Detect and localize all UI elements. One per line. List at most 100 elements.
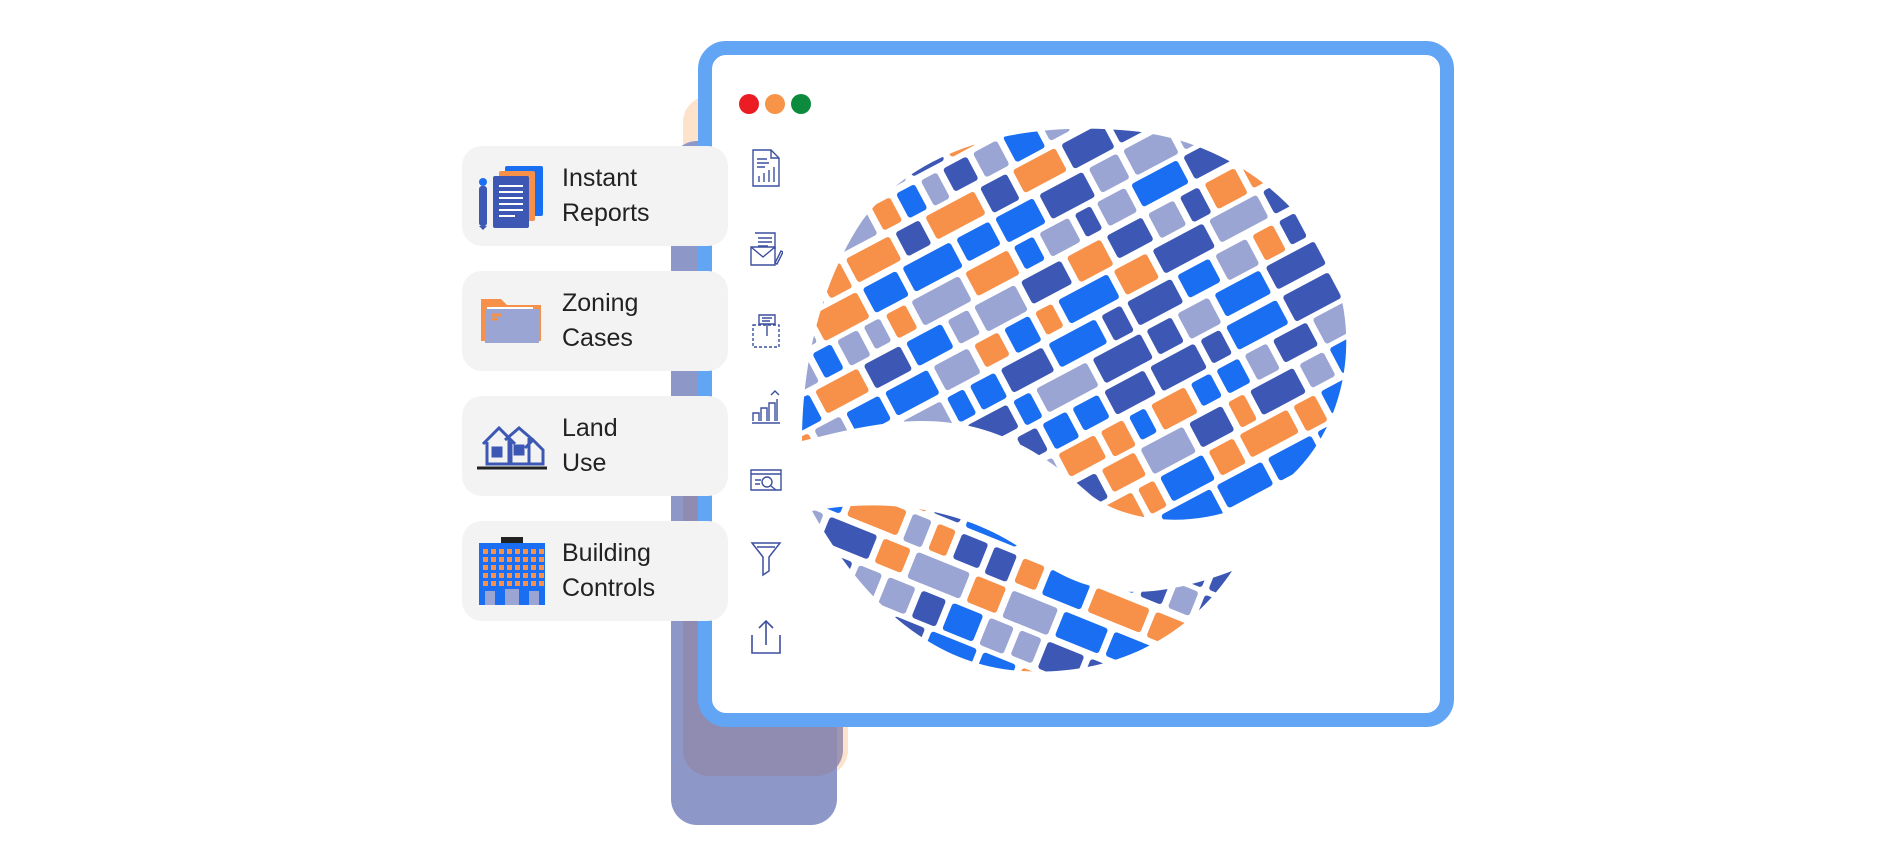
map-block xyxy=(802,201,823,240)
map-block xyxy=(1240,410,1299,457)
map-block xyxy=(1209,439,1246,475)
map-block xyxy=(1245,344,1280,380)
map-block xyxy=(1254,101,1286,105)
map-block xyxy=(1263,128,1311,139)
map-block xyxy=(939,128,976,157)
map-block xyxy=(1301,193,1346,235)
map-block xyxy=(1035,488,1079,520)
map-block xyxy=(969,485,1012,520)
map-block xyxy=(943,157,978,191)
map-block xyxy=(896,185,927,218)
building-chart-icon[interactable] xyxy=(749,387,783,427)
map-block xyxy=(875,539,910,573)
building-window xyxy=(491,549,496,554)
card-instant-reports[interactable]: Instant Reports xyxy=(462,146,728,246)
map-block xyxy=(948,310,980,344)
signpost-selection-icon[interactable] xyxy=(749,311,783,351)
building-window xyxy=(491,581,496,586)
map-block xyxy=(926,192,985,239)
building-window xyxy=(499,549,504,554)
map-block xyxy=(1002,591,1058,635)
map-block xyxy=(1183,640,1229,681)
map-block xyxy=(1312,128,1347,152)
map-block xyxy=(864,319,891,349)
map-block xyxy=(1207,128,1261,131)
map-block xyxy=(1279,213,1307,245)
building-window xyxy=(539,557,544,562)
map-block xyxy=(1017,428,1048,460)
map-block xyxy=(1346,397,1362,439)
map-block xyxy=(1113,519,1167,520)
map-block xyxy=(1063,541,1096,576)
map-block xyxy=(1129,409,1157,440)
map-block xyxy=(1007,458,1065,506)
map-block xyxy=(1038,642,1084,672)
map-block xyxy=(877,128,923,150)
map-block xyxy=(1106,632,1153,671)
map-block xyxy=(1147,612,1199,653)
building-window xyxy=(523,557,528,562)
card-title-line1: Building xyxy=(562,539,651,567)
map-block xyxy=(947,390,976,422)
map-block xyxy=(979,442,1022,480)
map-block xyxy=(1283,273,1341,321)
map-block xyxy=(802,541,835,577)
map-block xyxy=(942,603,983,642)
map-block xyxy=(1305,101,1362,115)
map-block xyxy=(1094,554,1143,593)
map-block xyxy=(1354,128,1362,167)
minimize-window-button[interactable] xyxy=(765,94,785,114)
map-block xyxy=(1073,395,1109,431)
map-block xyxy=(957,222,1000,261)
map-block xyxy=(1172,128,1214,149)
document-edit-icon[interactable] xyxy=(749,229,784,269)
filter-icon[interactable] xyxy=(749,537,783,577)
map-block xyxy=(1180,188,1211,222)
card-land-use[interactable]: Land Use xyxy=(462,396,728,496)
building-window xyxy=(523,565,528,570)
search-card-icon[interactable] xyxy=(749,460,783,500)
map-block xyxy=(846,396,891,436)
map-block xyxy=(802,463,822,502)
building-window xyxy=(491,565,496,570)
close-window-button[interactable] xyxy=(739,94,759,114)
building-window xyxy=(499,581,504,586)
map-block xyxy=(802,592,812,633)
map-block xyxy=(1355,554,1362,590)
export-icon[interactable] xyxy=(749,617,783,657)
map-block xyxy=(802,233,836,269)
map-block xyxy=(1043,529,1076,564)
map-block xyxy=(802,128,843,164)
card-building-controls[interactable]: Building Controls xyxy=(462,521,728,621)
building-window xyxy=(491,573,496,578)
map-block xyxy=(1308,530,1361,573)
building-window xyxy=(483,565,488,570)
map-block xyxy=(1013,393,1042,425)
map-block xyxy=(907,662,939,672)
building-window xyxy=(507,557,512,562)
map-block xyxy=(805,564,865,612)
map-block xyxy=(912,591,946,627)
map-block xyxy=(1124,128,1178,175)
map-block xyxy=(1035,304,1063,335)
maximize-window-button[interactable] xyxy=(791,94,811,114)
report-chart-icon[interactable] xyxy=(749,148,783,188)
map-block xyxy=(844,131,882,167)
map-block xyxy=(885,370,939,416)
map-block xyxy=(1107,218,1153,258)
map-block xyxy=(1201,330,1232,363)
city-map-illustration[interactable] xyxy=(802,101,1362,681)
map-block xyxy=(1102,306,1134,341)
map-block xyxy=(1236,501,1273,520)
map-block xyxy=(1075,207,1102,237)
houses-icon xyxy=(477,412,547,480)
map-block xyxy=(1209,564,1232,600)
building-window xyxy=(483,557,488,562)
card-zoning-cases[interactable]: Zoning Cases xyxy=(462,271,728,371)
map-block xyxy=(1298,563,1341,601)
building-window xyxy=(499,565,504,570)
map-block xyxy=(1291,536,1351,584)
map-block xyxy=(1318,420,1347,457)
map-block xyxy=(802,248,807,287)
map-block xyxy=(1336,473,1347,520)
